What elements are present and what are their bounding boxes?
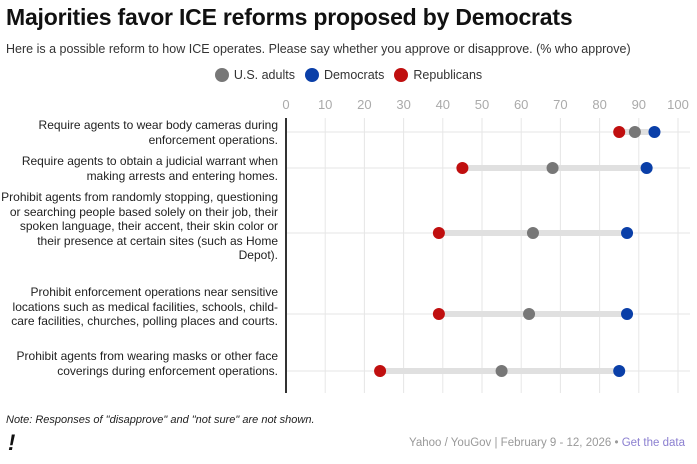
legend-swatch: [304, 68, 319, 82]
dot-u-s-adults: [523, 308, 536, 320]
legend: U.S. adults Democrats Republicans: [0, 68, 697, 82]
dot-u-s-adults: [526, 227, 539, 239]
x-tick-label: 60: [514, 97, 528, 112]
x-tick-label: 70: [553, 97, 567, 112]
x-tick-label: 20: [357, 97, 371, 112]
row-label: Require agents to wear body cameras duri…: [38, 118, 278, 147]
dot-u-s-adults: [628, 126, 641, 138]
row-label: Prohibit enforcement operations near sen…: [11, 285, 278, 328]
dot-republicans: [432, 227, 445, 239]
dot-u-s-adults: [546, 162, 559, 174]
legend-swatch: [214, 68, 229, 82]
x-tick-label: 30: [396, 97, 410, 112]
dot-republicans: [456, 162, 469, 174]
legend-label: Republicans: [413, 68, 483, 82]
legend-item-democrats: Democrats: [304, 68, 385, 82]
row-label: Prohibit agents from wearing masks or ot…: [16, 349, 278, 378]
dot-democrats: [640, 162, 653, 174]
dot-u-s-adults: [495, 365, 508, 377]
dot-democrats: [613, 365, 626, 377]
chart-title: Majorities favor ICE reforms proposed by…: [6, 4, 573, 30]
legend-swatch: [394, 68, 409, 82]
chart-subtitle: Here is a possible reform to how ICE ope…: [6, 42, 631, 56]
legend-item-us-adults: U.S. adults: [214, 68, 295, 82]
row-label: Require agents to obtain a judicial warr…: [21, 154, 278, 183]
dot-democrats: [621, 227, 634, 239]
x-tick-label: 100: [667, 97, 689, 112]
dot-republicans: [432, 308, 445, 320]
row-label: Prohibit agents from randomly stopping, …: [1, 190, 278, 262]
logo: !: [8, 430, 16, 455]
get-data-link[interactable]: Get the data: [621, 437, 685, 449]
legend-label: Democrats: [323, 68, 385, 82]
dot-republicans: [374, 365, 387, 377]
source: Yahoo / YouGov | February 9 - 12, 2026 •…: [409, 437, 685, 449]
x-tick-label: 0: [282, 97, 289, 112]
dot-democrats: [648, 126, 661, 138]
x-tick-label: 10: [318, 97, 332, 112]
dot-republicans: [613, 126, 626, 138]
x-tick-label: 50: [475, 97, 489, 112]
footnote: Note: Responses of "disapprove" and "not…: [6, 414, 315, 426]
dot-democrats: [621, 308, 634, 320]
legend-item-republicans: Republicans: [394, 68, 482, 82]
x-tick-label: 80: [592, 97, 606, 112]
x-tick-label: 90: [632, 97, 646, 112]
source-text: Yahoo / YouGov | February 9 - 12, 2026 •: [409, 437, 619, 449]
x-tick-label: 40: [436, 97, 450, 112]
legend-label: U.S. adults: [233, 68, 295, 82]
